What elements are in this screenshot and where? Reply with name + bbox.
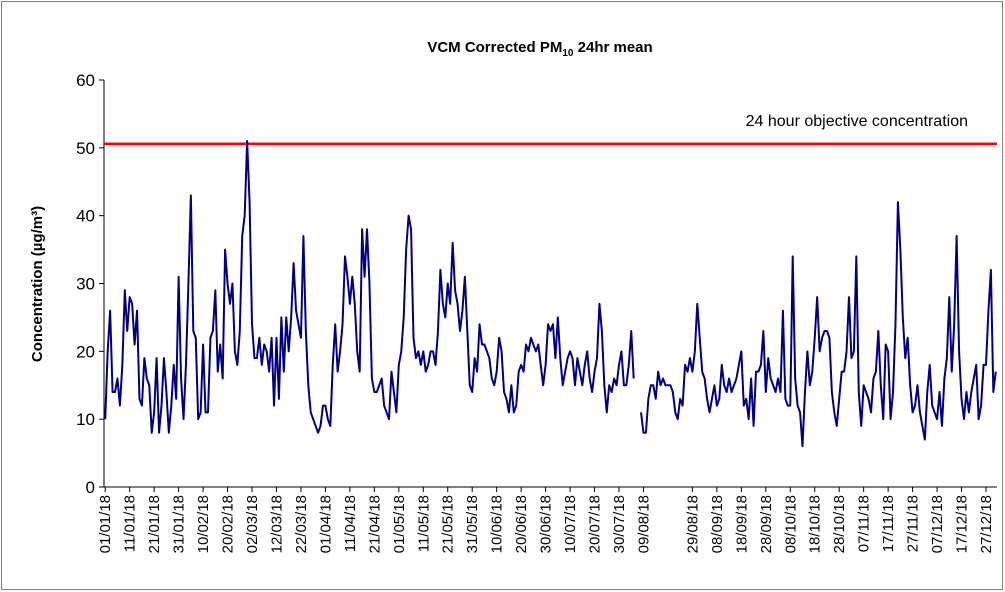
y-tick-label: 60 — [76, 71, 95, 90]
x-tick-label: 28/09/18 — [758, 495, 775, 553]
title-subscript: 10 — [562, 48, 574, 59]
x-tick-label: 11/01/18 — [122, 495, 139, 552]
x-tick-label: 08/10/18 — [782, 495, 799, 553]
title-part: 24hr mean — [573, 39, 652, 56]
y-tick-label: 20 — [76, 342, 95, 361]
chart-title: VCM Corrected PM10 24hr mean — [427, 39, 652, 59]
x-tick-label: 12/03/18 — [268, 495, 285, 553]
x-tick-label: 08/09/18 — [709, 495, 726, 553]
x-tick-label: 31/05/18 — [464, 495, 481, 553]
x-tick-label: 30/07/18 — [611, 495, 628, 553]
x-tick-label: 09/08/18 — [635, 495, 652, 553]
x-tick-label: 10/06/18 — [489, 495, 506, 553]
x-tick-label: 30/06/18 — [538, 495, 555, 553]
x-tick-label: 11/04/18 — [342, 495, 359, 552]
y-tick-label: 10 — [76, 410, 95, 429]
title-part: VCM Corrected PM — [427, 39, 562, 56]
x-tick-label: 20/06/18 — [513, 495, 530, 553]
x-tick-label: 18/09/18 — [733, 495, 750, 553]
x-tick-label: 01/04/18 — [317, 495, 334, 553]
x-tick-label: 27/12/18 — [978, 495, 995, 553]
x-tick-label: 21/01/18 — [146, 495, 163, 553]
x-tick-label: 02/03/18 — [244, 495, 261, 553]
x-tick-label: 29/08/18 — [684, 495, 701, 553]
data-line — [104, 140, 997, 448]
x-tick-label: 07/12/18 — [929, 495, 946, 553]
x-tick-label: 18/10/18 — [807, 495, 824, 553]
x-tick-label: 01/05/18 — [391, 495, 408, 553]
x-tick-label: 11/05/18 — [415, 495, 432, 552]
x-tick-label: 20/02/18 — [220, 495, 237, 553]
x-tick-label: 20/07/18 — [587, 495, 604, 553]
x-tick-label: 07/11/18 — [856, 495, 873, 552]
x-tick-label: 10/07/18 — [562, 495, 579, 553]
x-tick-label: 21/05/18 — [440, 495, 457, 553]
x-tick-label: 22/03/18 — [293, 495, 310, 553]
reference-label: 24 hour objective concentration — [746, 113, 968, 130]
y-tick-label: 0 — [86, 478, 95, 497]
x-tick-label: 28/10/18 — [831, 495, 848, 553]
x-tick-label: 31/01/18 — [171, 495, 188, 553]
x-tick-label: 10/02/18 — [195, 495, 212, 553]
x-tick-label: 21/04/18 — [366, 495, 383, 553]
y-axis-label: Concentration (µg/m³) — [29, 206, 46, 362]
x-tick-label: 27/11/18 — [905, 495, 922, 552]
y-tick-label: 40 — [76, 207, 95, 226]
x-tick-label: 01/01/18 — [97, 495, 114, 553]
x-tick-label: 17/11/18 — [880, 495, 897, 552]
y-tick-label: 30 — [76, 275, 95, 294]
x-tick-label: 17/12/18 — [954, 495, 971, 553]
y-tick-label: 50 — [76, 139, 95, 158]
